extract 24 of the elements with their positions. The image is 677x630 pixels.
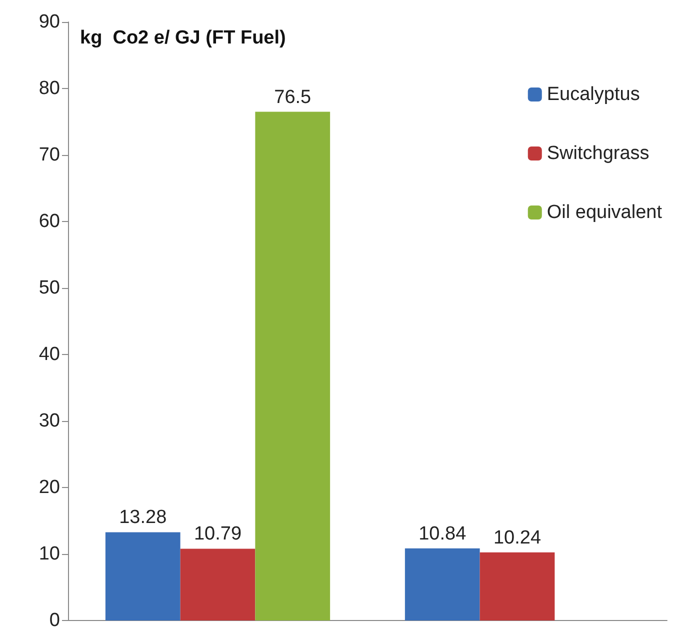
- legend-label: Eucalyptus: [546, 84, 640, 105]
- y-tick-label: 80: [38, 78, 60, 99]
- data-label: 10.79: [194, 524, 242, 545]
- y-tick-label: 50: [38, 278, 60, 298]
- y-tick-label: 90: [38, 12, 60, 32]
- y-tick-label: 30: [38, 410, 60, 432]
- bar: [255, 112, 330, 620]
- y-axis-title: kg Co2 e/ GJ (FT Fuel): [80, 28, 286, 48]
- y-tick-label: 60: [38, 211, 60, 232]
- data-label: 10.84: [418, 523, 467, 544]
- legend-label: Oil equivalent: [546, 202, 663, 223]
- bar: [480, 552, 555, 620]
- y-tick-label: 20: [38, 477, 60, 498]
- bar: [105, 532, 180, 620]
- bar: [180, 548, 256, 620]
- data-label: 10.24: [493, 527, 542, 548]
- bar: [404, 548, 480, 620]
- legend-label: Switchgrass: [546, 143, 650, 164]
- y-tick-label: 40: [38, 344, 60, 365]
- y-tick-label: 70: [38, 144, 60, 166]
- data-label: 13.28: [119, 507, 167, 528]
- y-tick-label: 10: [38, 544, 60, 564]
- data-label: 76.5: [274, 86, 312, 108]
- y-tick-label: 0: [49, 610, 60, 630]
